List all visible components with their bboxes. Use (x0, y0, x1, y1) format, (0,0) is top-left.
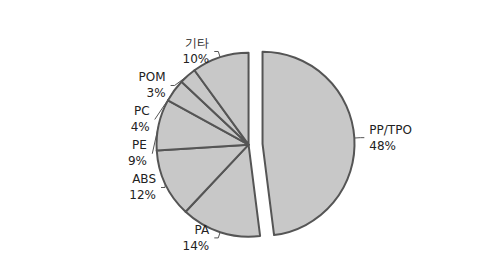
svg-text:9%: 9% (128, 154, 147, 168)
svg-text:PA: PA (195, 223, 210, 237)
svg-text:PP/TPO: PP/TPO (369, 123, 412, 137)
svg-text:4%: 4% (131, 120, 150, 134)
svg-text:14%: 14% (183, 239, 210, 253)
svg-text:POM: POM (139, 70, 166, 84)
svg-text:10%: 10% (183, 52, 210, 66)
svg-text:48%: 48% (369, 139, 396, 153)
svg-text:기타: 기타 (185, 36, 209, 50)
svg-text:PE: PE (132, 138, 147, 152)
svg-text:12%: 12% (129, 188, 156, 202)
svg-text:ABS: ABS (132, 172, 156, 186)
svg-text:PC: PC (134, 104, 150, 118)
svg-text:3%: 3% (147, 86, 166, 100)
